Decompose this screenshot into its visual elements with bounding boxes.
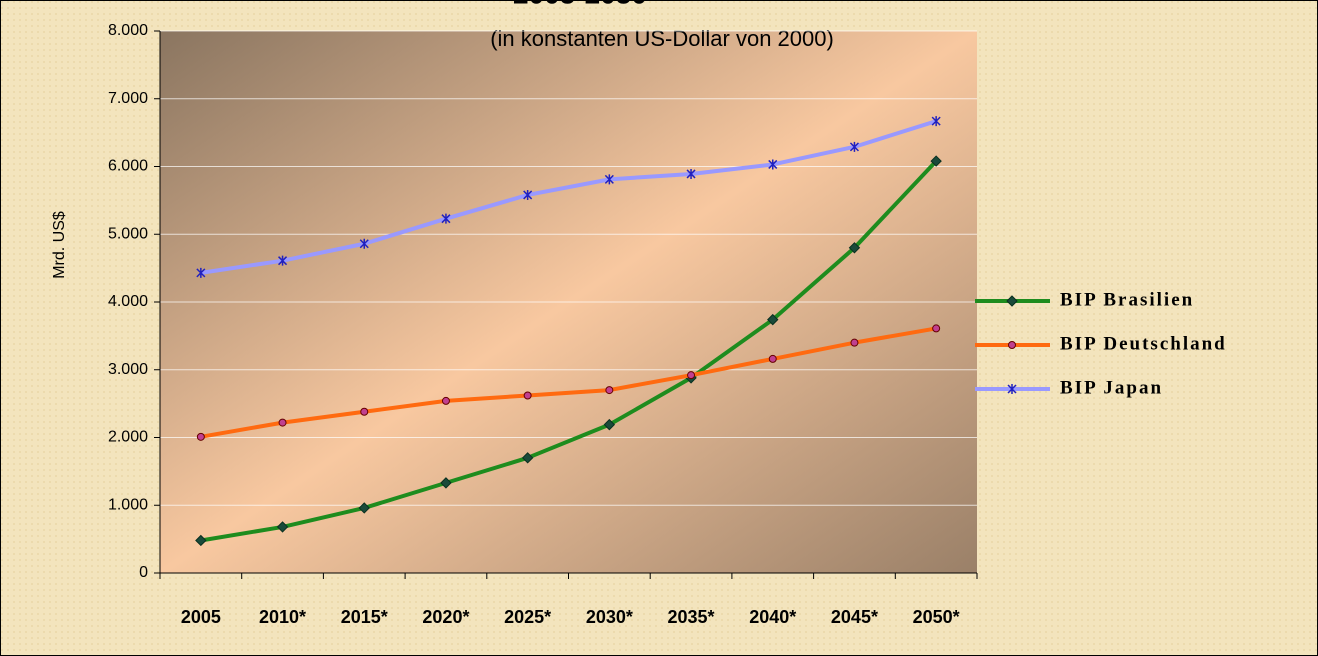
y-axis-label: Mrd. US$ — [51, 211, 68, 279]
marker — [767, 313, 779, 326]
legend-label: BIP Brasilien — [1060, 289, 1194, 310]
marker — [930, 155, 942, 167]
y-tick-label: 2.000 — [108, 429, 148, 446]
x-tick-label: 2020* — [422, 607, 469, 627]
marker — [441, 213, 451, 224]
marker — [278, 255, 288, 266]
marker — [278, 418, 287, 427]
marker — [196, 432, 205, 441]
marker — [686, 168, 696, 179]
marker — [358, 502, 370, 514]
marker — [848, 242, 861, 254]
marker — [931, 116, 941, 127]
marker — [932, 324, 941, 333]
marker — [1006, 295, 1018, 307]
marker — [521, 452, 534, 464]
y-tick-label: 8.000 — [108, 22, 148, 39]
x-tick-label: 2010* — [259, 607, 306, 627]
x-tick-label: 2040* — [749, 607, 796, 627]
x-tick-label: 2045* — [831, 607, 878, 627]
x-tick-label: 2025* — [504, 607, 551, 627]
chart-subtitle: (in konstanten US-Dollar von 2000) — [490, 26, 834, 51]
y-tick-label: 0 — [139, 564, 148, 581]
marker — [768, 354, 777, 363]
marker — [359, 238, 369, 249]
series-line — [200, 159, 938, 543]
marker — [360, 407, 369, 416]
y-tick-label: 7.000 — [108, 90, 148, 107]
marker — [441, 396, 450, 405]
legend-label: BIP Deutschland — [1060, 333, 1227, 354]
marker — [850, 338, 859, 347]
x-tick-label: 2015* — [341, 607, 388, 627]
x-tick-label: 2005 — [181, 607, 221, 627]
x-tick-label: 2035* — [668, 607, 715, 627]
marker — [768, 159, 778, 170]
marker — [1008, 341, 1016, 349]
marker — [523, 391, 532, 400]
x-tick-label: 2030* — [586, 607, 633, 627]
x-tick-label: 2050* — [913, 607, 960, 627]
marker — [440, 477, 452, 489]
chart-title: 2005-2050 — [513, 0, 647, 9]
marker — [276, 521, 289, 533]
marker — [687, 371, 696, 380]
marker — [196, 267, 206, 278]
marker — [604, 174, 614, 185]
y-tick-label: 6.000 — [108, 158, 148, 175]
marker — [523, 189, 533, 200]
marker — [1007, 384, 1017, 394]
marker — [195, 534, 207, 547]
y-tick-label: 3.000 — [108, 361, 148, 378]
legend-label: BIP Japan — [1060, 377, 1163, 398]
marker — [605, 386, 614, 395]
marker — [849, 141, 859, 152]
y-tick-label: 5.000 — [108, 225, 148, 242]
y-tick-label: 1.000 — [108, 496, 148, 513]
y-tick-label: 4.000 — [108, 293, 148, 310]
series-line — [200, 326, 937, 439]
series-line — [200, 119, 937, 275]
marker — [603, 418, 616, 431]
